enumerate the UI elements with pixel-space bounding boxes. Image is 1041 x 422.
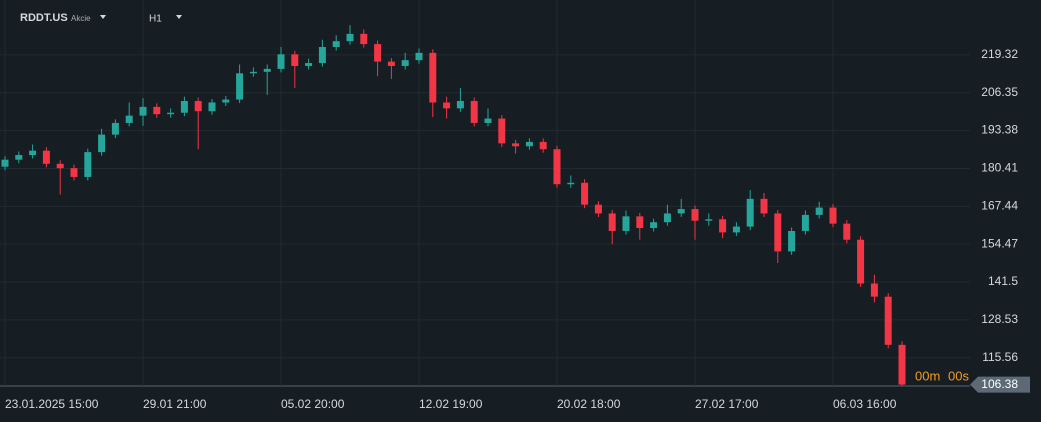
candle-body <box>194 101 202 112</box>
candle-body <box>594 204 602 214</box>
candle-body <box>111 122 119 135</box>
timeframe-dropdown[interactable] <box>176 15 182 19</box>
last-price-tag <box>970 376 1030 393</box>
candle-body <box>42 150 50 164</box>
y-tick-label: 115.56 <box>982 350 1018 364</box>
candle-body <box>374 44 382 62</box>
candle-body <box>691 209 699 221</box>
candle-body <box>139 106 147 116</box>
candle-body <box>429 52 437 103</box>
candle-body <box>567 182 575 185</box>
candle-body <box>222 99 230 103</box>
x-tick-label: 27.02 17:00 <box>695 397 759 411</box>
candle-body <box>305 63 313 66</box>
countdown-minutes: 00m <box>915 368 940 383</box>
candle-body <box>263 68 271 72</box>
candle-body <box>1 159 9 167</box>
symbol[interactable]: RDDT.US <box>20 12 68 24</box>
candle-body <box>539 141 547 150</box>
candle-body <box>208 102 216 112</box>
candle-body <box>318 47 326 64</box>
candle-body <box>829 207 837 224</box>
candle-body <box>401 60 409 66</box>
candle-body <box>663 213 671 223</box>
x-tick-label: 29.01 21:00 <box>143 397 207 411</box>
candle-body <box>236 73 244 100</box>
asset-class: Akcie <box>71 14 91 23</box>
candle-body <box>291 54 299 66</box>
candle-body <box>622 216 630 231</box>
candle-body <box>346 33 354 42</box>
candle-body <box>56 163 64 169</box>
x-tick-label: 20.02 18:00 <box>557 397 621 411</box>
candle-body <box>443 102 451 109</box>
timeframe[interactable]: H1 <box>149 14 162 25</box>
candle-body <box>456 101 464 109</box>
candle-body <box>15 155 23 160</box>
candle-body <box>360 33 368 45</box>
y-tick-label: 219.32 <box>981 47 1018 61</box>
x-tick-label: 05.02 20:00 <box>281 397 345 411</box>
candle-body <box>180 101 188 113</box>
candle-body <box>525 141 533 147</box>
y-tick-label: 167.44 <box>981 198 1018 212</box>
candle-body <box>29 150 37 156</box>
candle-body <box>608 213 616 231</box>
candle-body <box>760 198 768 214</box>
candle-body <box>498 118 506 144</box>
candle-body <box>484 118 492 123</box>
candle-body <box>581 182 589 205</box>
candle-body <box>788 230 796 252</box>
candle-body <box>277 54 285 69</box>
candle-body <box>884 296 892 345</box>
candle-body <box>843 223 851 240</box>
y-tick-label: 141.5 <box>988 274 1018 288</box>
candle-body <box>898 344 906 385</box>
candle-body <box>636 216 644 229</box>
candle-body <box>167 112 175 115</box>
candle-body <box>98 134 106 153</box>
candle-body <box>125 115 133 123</box>
candle-body <box>415 52 423 61</box>
candle-body <box>719 219 727 233</box>
x-tick-label: 23.01.2025 15:00 <box>5 397 99 411</box>
candle-body <box>650 222 658 229</box>
candle-body <box>70 168 78 177</box>
candle-body <box>746 198 754 227</box>
symbol-dropdown[interactable] <box>100 15 106 19</box>
candle-body <box>870 283 878 297</box>
candle-body <box>553 149 561 185</box>
candle-body <box>249 71 257 74</box>
candle-body <box>84 152 92 177</box>
y-tick-label: 154.47 <box>981 236 1018 250</box>
y-tick-label: 128.53 <box>981 312 1018 326</box>
candle-body <box>815 207 823 215</box>
y-tick-label: 206.35 <box>981 85 1018 99</box>
x-tick-label: 12.02 19:00 <box>419 397 483 411</box>
candle-body <box>774 213 782 252</box>
candle-body <box>705 219 713 221</box>
y-tick-label: 180.41 <box>981 161 1018 175</box>
candle-body <box>677 209 685 214</box>
candle-body <box>332 41 340 48</box>
last-price-label: 106.38 <box>981 377 1018 391</box>
candle-body <box>153 106 161 115</box>
countdown-seconds: 00s <box>948 368 969 383</box>
candle-body <box>512 143 520 147</box>
candle-body <box>857 239 865 284</box>
candle-body <box>387 61 395 66</box>
candle-body <box>732 226 740 233</box>
y-tick-label: 193.38 <box>981 123 1018 137</box>
x-tick-label: 06.03 16:00 <box>833 397 897 411</box>
candle-body <box>801 214 809 231</box>
candle-body <box>470 101 478 123</box>
